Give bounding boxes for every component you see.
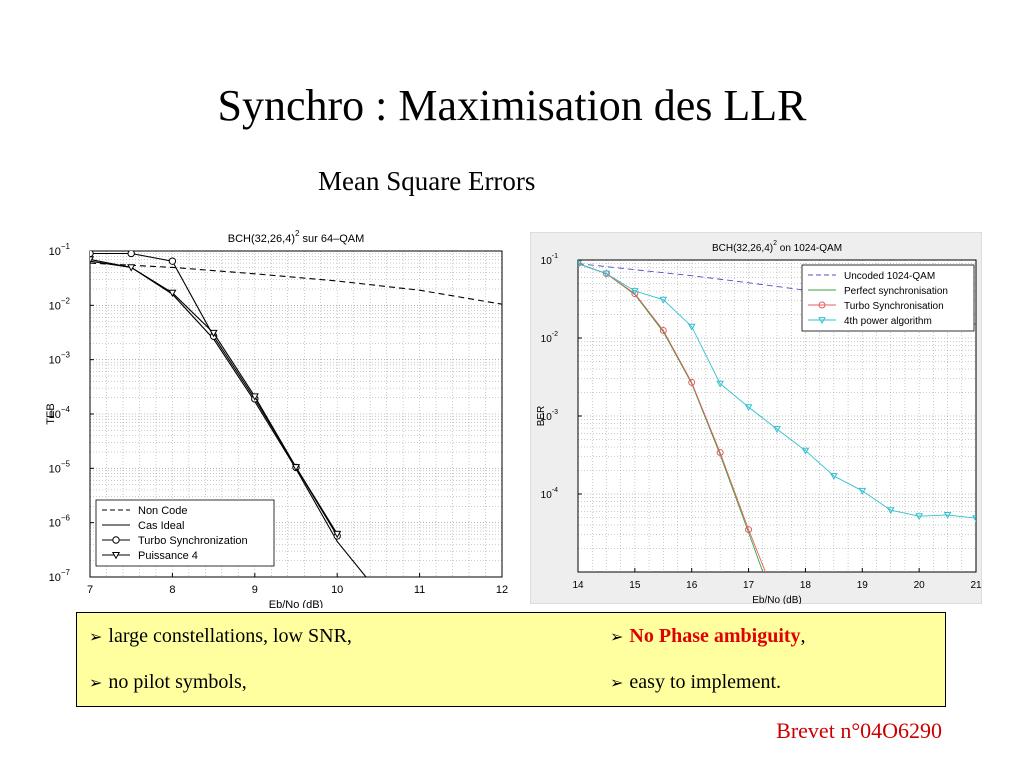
legend-label: Uncoded 1024-QAM — [844, 271, 935, 282]
bullet-text: no pilot symbols, — [108, 671, 247, 693]
data-point — [127, 264, 136, 272]
data-point — [688, 378, 696, 386]
data-point — [830, 473, 838, 481]
data-point — [602, 270, 611, 278]
data-point — [687, 323, 696, 331]
features-box: ➢ large constellations, low SNR, ➢ no pilo… — [76, 612, 946, 707]
data-point — [915, 513, 923, 521]
x-tick-label: 8 — [169, 584, 175, 596]
slide-title: Synchro : Maximisation des LLR — [217, 81, 807, 130]
series-line — [90, 262, 502, 305]
data-point — [801, 447, 810, 455]
data-point — [886, 507, 895, 515]
legend-label: Perfect synchronisation — [844, 286, 948, 297]
data-point — [168, 257, 177, 265]
chart-title: BCH(32,26,4)2 on 1024-QAM — [712, 240, 842, 254]
bullet-item: ➢ easy to implement. — [610, 671, 781, 694]
x-tick-label: 10 — [331, 584, 343, 596]
data-point — [659, 296, 668, 304]
data-point — [972, 515, 976, 523]
series-group — [90, 251, 502, 577]
legend-label: Turbo Synchronization — [138, 535, 248, 547]
data-point — [90, 251, 94, 258]
data-point — [209, 329, 218, 338]
data-point — [578, 260, 582, 268]
bullet-item: ➢ large constellations, low SNR, — [89, 625, 352, 648]
legend-label: Puissance 4 — [138, 550, 198, 562]
data-point — [744, 404, 753, 412]
chart-title: BCH(32,26,4)2 sur 64–QAM — [228, 229, 365, 245]
data-point — [168, 289, 177, 298]
legend: Non Code Cas Ideal Turbo Synchronization Pu… — [95, 499, 275, 567]
data-point — [333, 530, 342, 539]
slide-subtitle: Mean Square Errors — [318, 166, 536, 196]
data-point — [745, 526, 753, 534]
data-point — [631, 288, 639, 296]
x-tick-label: 17 — [743, 580, 755, 591]
chart-bch-1024qam: 14 15 16 17 18 19 20 2110-110-210-310-4BCH(32,2… — [530, 232, 982, 604]
legend-label: 4th power algorithm — [844, 316, 932, 327]
y-axis-label: TEB — [45, 403, 57, 424]
x-tick-label: 9 — [252, 584, 258, 596]
bullet-text: , — [800, 625, 806, 647]
legend-box — [95, 499, 275, 567]
data-point — [291, 464, 301, 472]
y-axis-label: BER — [536, 406, 547, 427]
data-point — [112, 536, 120, 544]
x-tick-label: 15 — [629, 580, 641, 591]
chart-bch-64qam: 7 8 9 10 11 1210−110−210−310−410−510−610−7BCH… — [40, 228, 510, 608]
data-point — [578, 260, 582, 268]
series-line — [578, 263, 976, 519]
arrow-bullet-icon: ➢ — [89, 627, 103, 646]
x-tick-label: 18 — [800, 580, 812, 591]
data-point — [773, 426, 781, 434]
data-point — [943, 511, 952, 519]
x-tick-label: 21 — [970, 580, 982, 591]
bullet-item: ➢ no pilot symbols, — [89, 671, 247, 694]
data-point — [716, 449, 724, 457]
arrow-bullet-icon: ➢ — [89, 673, 103, 692]
data-point — [127, 251, 135, 258]
data-point — [659, 326, 667, 334]
data-point — [818, 301, 826, 309]
bullet-text: easy to implement. — [629, 671, 782, 693]
data-point — [90, 256, 95, 264]
x-tick-label: 12 — [496, 584, 508, 596]
data-point — [250, 393, 259, 401]
x-tick-label: 14 — [572, 580, 584, 591]
arrow-bullet-icon: ➢ — [610, 673, 624, 692]
x-axis-label: Eb/No (dB) — [752, 595, 801, 604]
legend-label: Non Code — [138, 505, 188, 517]
data-point — [858, 487, 867, 495]
legend: Uncoded 1024-QAM Perfect synchronisation T… — [801, 264, 975, 332]
patent-number: Brevet n°04O6290 — [776, 718, 942, 743]
arrow-bullet-icon: ➢ — [610, 627, 624, 646]
data-point — [716, 380, 724, 388]
x-tick-label: 11 — [414, 584, 425, 596]
legend-label: Turbo Synchronisation — [844, 301, 944, 312]
x-axis-label: Eb/No (dB) — [269, 599, 323, 608]
data-point — [111, 551, 121, 560]
data-point — [818, 317, 826, 325]
x-tick-label: 20 — [914, 580, 926, 591]
bullet-text: large constellations, low SNR, — [108, 625, 352, 647]
x-tick-label: 7 — [87, 584, 93, 596]
x-tick-label: 16 — [686, 580, 698, 591]
bullet-highlight: No Phase ambiguity — [629, 625, 801, 647]
x-tick-label: 19 — [857, 580, 869, 591]
bullet-item: ➢ No Phase ambiguity, — [610, 625, 806, 648]
legend-label: Cas Ideal — [138, 520, 184, 532]
